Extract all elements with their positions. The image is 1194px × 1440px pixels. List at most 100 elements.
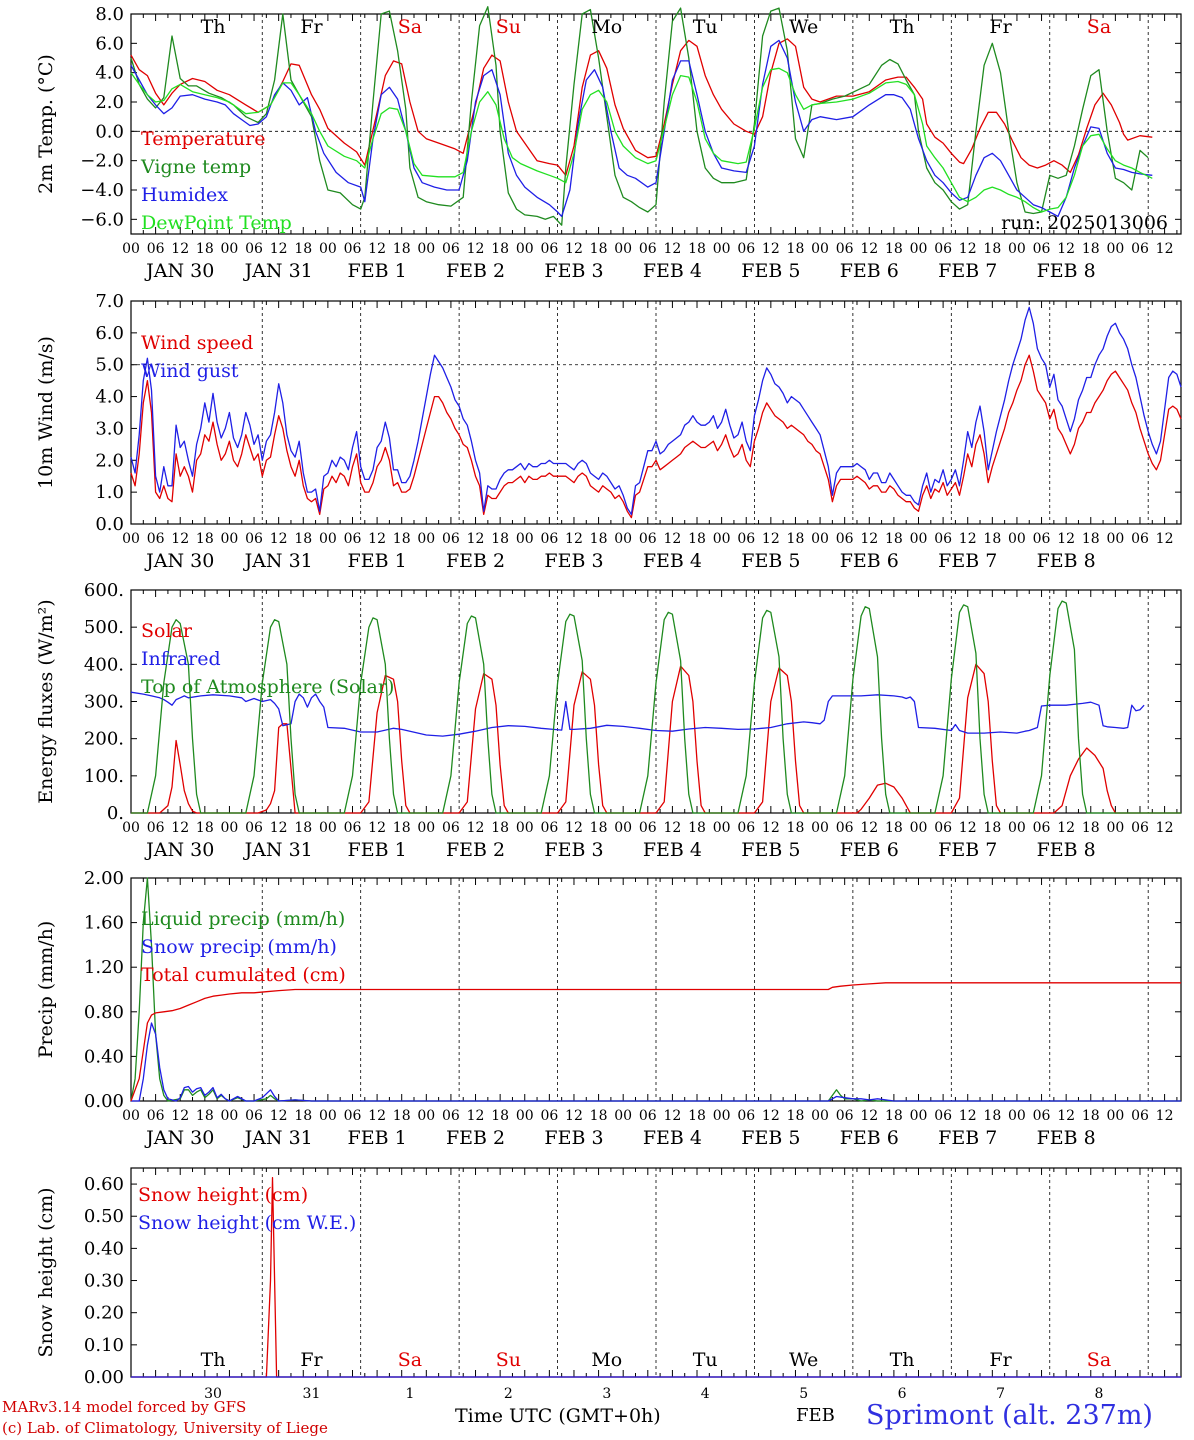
hour-tick-label: 12: [1057, 531, 1075, 547]
legend-entry: Snow height (cm W.E.): [138, 1212, 356, 1234]
hour-tick-label: 00: [122, 1108, 140, 1124]
hour-tick-label: 06: [540, 1108, 558, 1124]
date-label: FEB 5: [741, 260, 800, 282]
plot-frame: [130, 300, 1182, 525]
hour-tick-label: 06: [1033, 820, 1051, 836]
date-label: FEB 1: [348, 1127, 407, 1149]
legend-entry: Wind gust: [141, 360, 239, 382]
hour-tick-label: 06: [442, 531, 460, 547]
hour-tick-label: 00: [1106, 241, 1124, 257]
day-number-label: 3: [602, 1386, 611, 1402]
y-tick-label: 0.40: [84, 1238, 124, 1259]
y-tick-label: 2.0: [95, 450, 124, 471]
hour-tick-label: 12: [368, 1108, 386, 1124]
y-tick-label: 200.: [84, 729, 124, 750]
hour-tick-label: 18: [688, 1108, 706, 1124]
hour-tick-label: 00: [1008, 241, 1026, 257]
y-tick-label: 0.30: [84, 1271, 124, 1292]
weekday-label: Th: [890, 16, 915, 38]
series-line: [131, 663, 1181, 814]
date-label: FEB 2: [446, 260, 505, 282]
legend-entry: Snow height (cm): [138, 1184, 308, 1206]
y-tick-label: 600.: [84, 580, 124, 601]
hour-tick-label: 00: [811, 531, 829, 547]
hour-tick-label: 06: [934, 241, 952, 257]
hour-tick-label: 18: [1082, 820, 1100, 836]
hour-tick-label: 00: [614, 820, 632, 836]
y-tick-label: 2.00: [84, 868, 124, 889]
date-label: FEB 6: [840, 550, 899, 572]
y-tick-label: 0.00: [84, 1091, 124, 1112]
y-tick-label: 3.0: [95, 418, 124, 439]
month-label: FEB: [796, 1405, 835, 1426]
hour-tick-label: 06: [737, 241, 755, 257]
weekday-label: Mo: [591, 16, 622, 38]
hour-tick-label: 12: [171, 820, 189, 836]
hour-tick-label: 12: [368, 820, 386, 836]
hour-tick-label: 18: [393, 820, 411, 836]
hour-tick-label: 06: [934, 1108, 952, 1124]
hour-tick-label: 06: [639, 1108, 657, 1124]
hour-tick-label: 06: [147, 1108, 165, 1124]
hour-tick-label: 18: [787, 820, 805, 836]
hour-tick-label: 18: [590, 241, 608, 257]
hour-tick-label: 18: [491, 241, 509, 257]
panel-4: 0.00 0.40 0.80 1.20 1.60 2.00 Precip (mm/h) Liq…: [35, 868, 1182, 1149]
legend-entry: Total cumulated (cm): [141, 964, 346, 986]
hour-tick-label: 06: [442, 820, 460, 836]
y-axis-label: Energy fluxes (W/m²): [35, 599, 57, 803]
hour-tick-label: 06: [1131, 531, 1149, 547]
date-label: JAN 30: [144, 260, 214, 282]
hour-tick-label: 00: [713, 820, 731, 836]
hour-tick-label: 12: [467, 531, 485, 547]
hour-tick-label: 06: [540, 241, 558, 257]
y-tick-label: 0.40: [84, 1046, 124, 1067]
day-number-label: 8: [1095, 1386, 1104, 1402]
y-tick-label: 400.: [84, 654, 124, 675]
hour-tick-label: 12: [565, 241, 583, 257]
weekday-label: Mo: [591, 1349, 622, 1371]
date-label: FEB 7: [938, 260, 997, 282]
weekday-label: Tu: [693, 1349, 718, 1371]
hour-tick-label: 12: [762, 241, 780, 257]
y-axis-label: 10m Wind (m/s): [35, 336, 57, 489]
hour-tick-label: 18: [590, 531, 608, 547]
date-label: FEB 7: [938, 1127, 997, 1149]
series-line: [130, 6, 1149, 226]
hour-tick-label: 00: [811, 1108, 829, 1124]
panel-1: 8.0 6.0 4.0 2.0 0.0 −2.0 −4.0 −6.0 2m Temp. (°C)…: [35, 4, 1182, 282]
y-tick-label: 1.0: [95, 482, 124, 503]
hour-tick-label: 18: [885, 820, 903, 836]
hour-tick-label: 00: [1008, 1108, 1026, 1124]
hour-tick-label: 18: [393, 241, 411, 257]
hour-tick-label: 18: [590, 820, 608, 836]
panel-3: 0. 100. 200. 300. 400. 500. 600. Energy fluxes …: [35, 580, 1182, 861]
date-label: JAN 30: [144, 1127, 214, 1149]
hour-tick-label: 06: [540, 820, 558, 836]
series-line: [130, 67, 1153, 213]
hour-tick-label: 18: [1082, 241, 1100, 257]
hour-tick-label: 06: [934, 820, 952, 836]
y-tick-label: 4.0: [95, 63, 124, 84]
date-label: FEB 4: [643, 260, 702, 282]
hour-tick-label: 12: [270, 241, 288, 257]
hour-tick-label: 06: [344, 241, 362, 257]
hour-tick-label: 18: [688, 531, 706, 547]
hour-tick-label: 18: [196, 1108, 214, 1124]
hour-tick-label: 12: [1057, 1108, 1075, 1124]
hour-tick-label: 12: [959, 1108, 977, 1124]
hour-tick-label: 12: [171, 241, 189, 257]
weekday-label: Su: [496, 1349, 521, 1371]
weekday-label: Tu: [693, 16, 718, 38]
hour-tick-label: 18: [294, 820, 312, 836]
weekday-label: Fr: [989, 1349, 1012, 1371]
weekday-label: Sa: [1087, 16, 1111, 38]
day-number-label: 31: [303, 1386, 321, 1402]
weekday-label: Fr: [989, 16, 1012, 38]
date-label: JAN 30: [144, 550, 214, 572]
weekday-label: Th: [890, 1349, 915, 1371]
hour-tick-label: 00: [122, 531, 140, 547]
hour-tick-label: 00: [319, 531, 337, 547]
hour-tick-label: 00: [1106, 531, 1124, 547]
panel-5: 0.00 0.10 0.20 0.30 0.40 0.50 0.60 Snow height …: [35, 1167, 1182, 1402]
